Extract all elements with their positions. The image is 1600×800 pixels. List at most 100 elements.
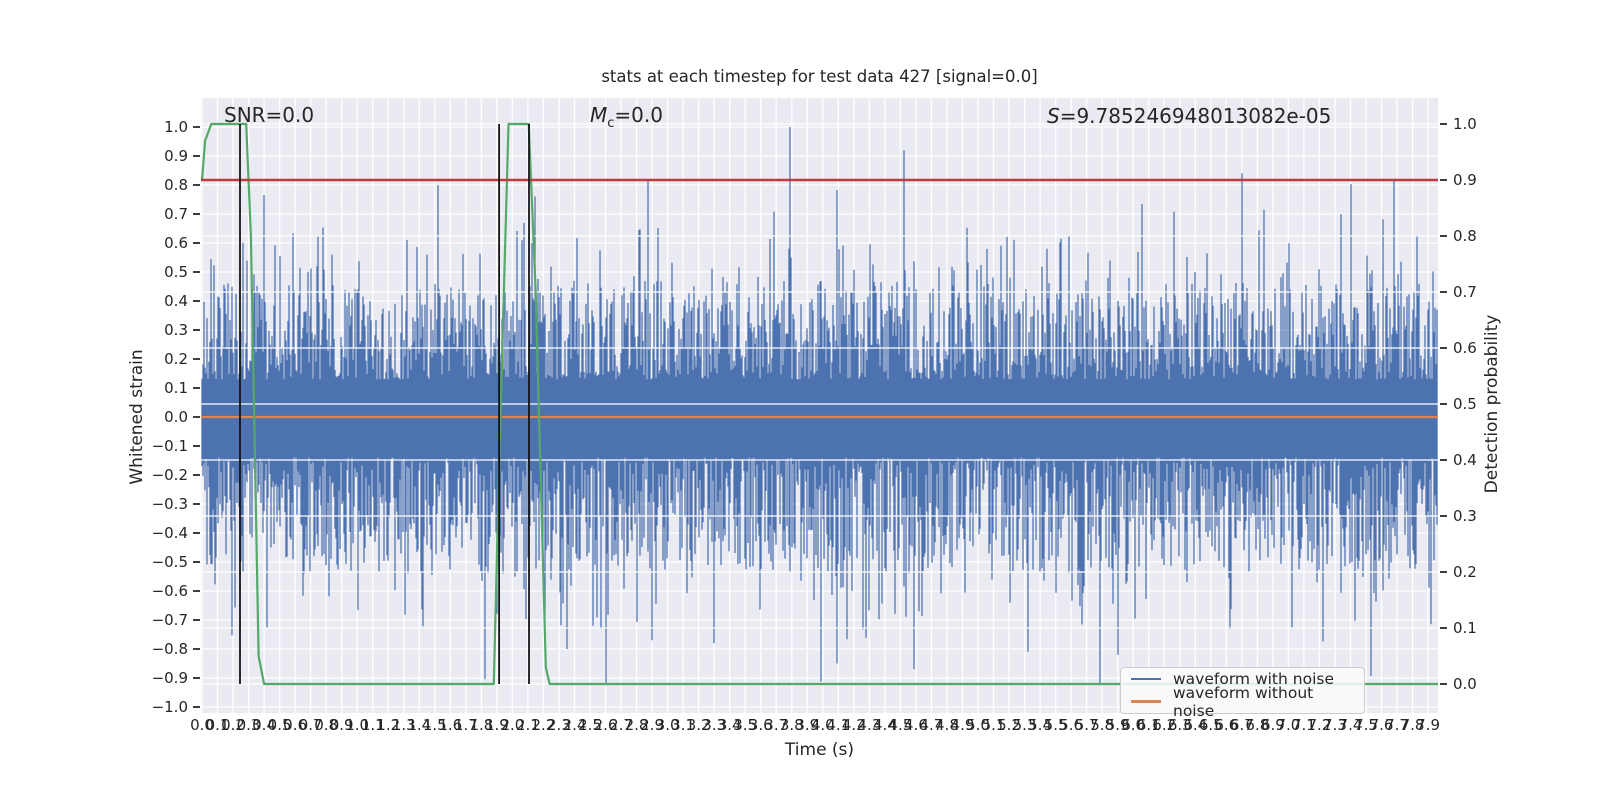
- annotation-chirp-mass-subscript: c: [607, 116, 615, 131]
- x-tick-label: 1.9: [484, 716, 509, 734]
- y-left-tick-label: 1.0: [100, 117, 200, 137]
- y-left-tick-label: −1.0: [100, 697, 200, 717]
- x-tick-label: 3.5: [733, 716, 758, 734]
- x-tick-label: 4.5: [888, 716, 913, 734]
- legend-label: waveform with noise: [1173, 670, 1334, 688]
- x-tick-label: 5.0: [966, 716, 990, 734]
- x-tick-label: 5.5: [1043, 716, 1068, 734]
- x-tick-label: 7.6: [1369, 716, 1394, 734]
- x-tick-label: 4.6: [903, 716, 928, 734]
- y-left-tick-label: −0.8: [100, 639, 200, 659]
- x-tick-label: 6.4: [1183, 716, 1208, 734]
- legend: waveform with noise waveform without noi…: [1120, 667, 1365, 720]
- x-tick-label: 7.0: [1276, 716, 1301, 734]
- x-tick-label: 1.5: [422, 716, 447, 734]
- x-tick-label: 6.5: [1198, 716, 1223, 734]
- x-tick-label: 5.3: [1012, 716, 1037, 734]
- x-tick-label: 2.1: [515, 716, 540, 734]
- x-tick-label: 3.8: [779, 716, 804, 734]
- x-tick-label: 0.0: [190, 716, 214, 734]
- legend-item-noise: waveform with noise: [1131, 670, 1354, 688]
- x-tick-label: 7.3: [1323, 716, 1347, 734]
- legend-swatch-blue-line: [1131, 677, 1161, 681]
- x-tick-label: 6.6: [1214, 716, 1239, 734]
- x-tick-label: 0.3: [236, 716, 261, 734]
- x-tick-label: 0.4: [252, 716, 276, 734]
- x-tick-label: 5.1: [981, 716, 1006, 734]
- x-tick-label: 2.6: [593, 716, 618, 734]
- x-tick-label: 0.2: [221, 716, 245, 734]
- x-tick-label: 7.2: [1307, 716, 1332, 734]
- x-tick-label: 4.4: [872, 716, 897, 734]
- y-left-tick-label: 0.7: [100, 204, 200, 224]
- detection-probability-line: [201, 122, 1438, 686]
- y-left-tick-label: 0.1: [100, 378, 200, 398]
- x-tick-label: 5.8: [1090, 716, 1115, 734]
- y-right-tick-label: 0.4: [1440, 450, 1477, 470]
- y-left-tick-label: −0.4: [100, 523, 200, 543]
- x-tick-label: 3.7: [764, 716, 789, 734]
- y-right-tick-label: 0.8: [1440, 226, 1477, 246]
- y-right-tick-label: 0.2: [1440, 562, 1477, 582]
- x-tick-label: 7.1: [1291, 716, 1316, 734]
- legend-swatch-orange-line: [1131, 700, 1161, 703]
- chart-title: stats at each timestep for test data 427…: [601, 67, 1038, 86]
- x-tick-label: 7.4: [1338, 716, 1363, 734]
- x-tick-label: 3.6: [748, 716, 773, 734]
- x-tick-label: 3.3: [702, 716, 727, 734]
- x-tick-label: 1.4: [407, 716, 432, 734]
- x-tick-label: 5.2: [997, 716, 1021, 734]
- x-tick-label: 7.7: [1385, 716, 1409, 734]
- chart-canvas: [201, 98, 1438, 713]
- y-left-tick-label: −0.3: [100, 494, 200, 514]
- x-tick-label: 4.7: [919, 716, 944, 734]
- y-left-tick-label: −0.7: [100, 610, 200, 630]
- x-tick-label: 4.3: [857, 716, 882, 734]
- y-right-tick-label: 0.1: [1440, 618, 1477, 638]
- x-tick-label: 5.6: [1059, 716, 1084, 734]
- y-left-tick-label: 0.8: [100, 175, 200, 195]
- legend-label: waveform without noise: [1173, 683, 1314, 720]
- y-left-tick-label: −0.9: [100, 668, 200, 688]
- y-left-tick-label: −0.1: [100, 436, 200, 456]
- y-left-tick-label: −0.2: [100, 465, 200, 485]
- x-tick-label: 0.9: [329, 716, 354, 734]
- annotation-chirp-mass: Mc=0.0: [590, 103, 663, 131]
- y-left-tick-label: −0.6: [100, 581, 200, 601]
- x-tick-label: 4.2: [841, 716, 866, 734]
- x-tick-label: 2.7: [609, 716, 633, 734]
- annotation-chirp-mass-symbol: M: [590, 103, 608, 127]
- annotation-s-stat: S=9.785246948013082e-05: [1047, 104, 1331, 128]
- annotation-s-stat-value: =9.785246948013082e-05: [1059, 104, 1332, 128]
- noise-waveform-path: [201, 127, 1438, 684]
- x-tick-label: 0.5: [267, 716, 292, 734]
- x-tick-label: 6.7: [1229, 716, 1254, 734]
- grid-horizontal-right: [201, 123, 1438, 685]
- x-tick-label: 0.1: [205, 716, 230, 734]
- x-tick-label: 2.4: [562, 716, 587, 734]
- y-right-tick-label: 0.3: [1440, 506, 1477, 526]
- x-tick-label: 3.4: [717, 716, 742, 734]
- y-left-tick-label: 0.0: [100, 407, 200, 427]
- x-tick-label: 3.0: [655, 716, 680, 734]
- x-tick-label: 4.1: [826, 716, 851, 734]
- y-left-tick-label: 0.2: [100, 349, 200, 369]
- x-tick-label: 6.1: [1136, 716, 1161, 734]
- x-tick-label: 6.9: [1260, 716, 1285, 734]
- x-tick-label: 5.4: [1028, 716, 1052, 734]
- x-tick-label: 1.0: [345, 716, 370, 734]
- x-tick-label: 0.8: [314, 716, 339, 734]
- x-tick-label: 6.8: [1245, 716, 1270, 734]
- x-tick-label: 1.8: [469, 716, 494, 734]
- y-right-tick-label: 0.5: [1440, 394, 1477, 414]
- x-tick-label: 0.7: [298, 716, 323, 734]
- y-axis-label-right: Detection probability: [1482, 314, 1502, 494]
- x-tick-label: 2.5: [578, 716, 602, 734]
- annotation-s-stat-symbol: S: [1047, 104, 1060, 128]
- y-right-tick-label: 0.0: [1440, 674, 1477, 694]
- x-tick-label: 1.1: [360, 716, 385, 734]
- y-left-tick-label: 0.3: [100, 320, 200, 340]
- x-tick-label: 6.3: [1167, 716, 1192, 734]
- x-tick-label: 2.9: [640, 716, 664, 734]
